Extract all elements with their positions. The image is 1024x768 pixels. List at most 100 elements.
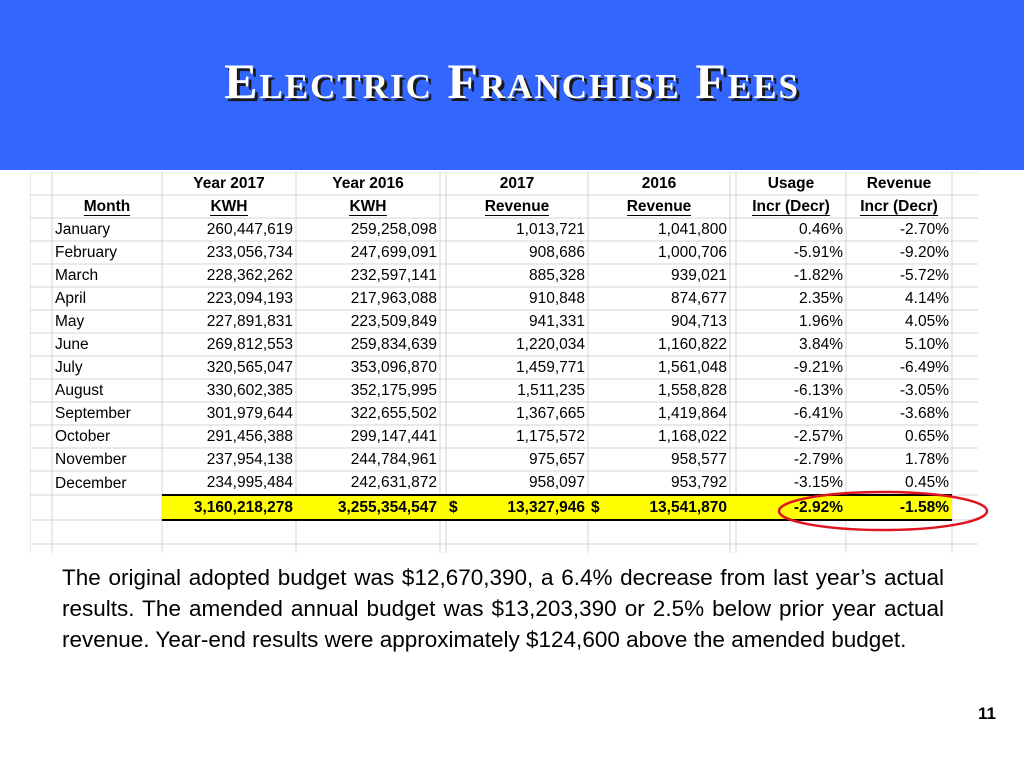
revenue-change-cell: -2.70% (899, 221, 949, 238)
slide-header: Electric Franchise Fees (0, 0, 1024, 170)
revenue-2016-cell: 958,577 (670, 451, 727, 468)
revenue-change-cell: -3.68% (899, 405, 949, 422)
spacer-cell (588, 520, 730, 544)
total-kwh-2016: 3,255,354,547 (296, 494, 440, 521)
spacer-cell (30, 218, 52, 241)
kwh-2016-cell: 299,147,441 (350, 428, 437, 445)
revenue-2017-cell: 1,175,572 (516, 428, 585, 445)
franchise-fees-table: Year 2017 Year 2016 2017 2016 Usage Revenue Mo… (30, 172, 978, 553)
revenue-2017-cell: 975,657 (528, 451, 585, 468)
revenue-2017-cell: 1,013,721 (516, 221, 585, 238)
spacer-cell (30, 425, 52, 448)
revenue-change-cell: 1.78% (905, 451, 949, 468)
usage-change-cell: -1.82% (793, 267, 843, 284)
summary-paragraph: The original adopted budget was $12,670,… (62, 565, 944, 652)
table-row: June 269,812,553 259,834,639 1,220,034 1,160… (30, 333, 952, 356)
revenue-change-cell: 4.05% (905, 313, 949, 330)
table-row: September 301,979,644 322,655,502 1,367,665… (30, 402, 952, 425)
revenue-2017-cell: 1,511,235 (517, 382, 585, 399)
kwh-2016-cell: 352,175,995 (350, 382, 437, 399)
kwh-2016-cell: 242,631,872 (350, 474, 437, 491)
col-header-kwh-2017: Year 2017 (193, 175, 265, 192)
col-header-kwh-2016: KWH (349, 198, 387, 216)
col-header-usage-change: Incr (Decr) (752, 198, 830, 216)
revenue-2016-cell: 874,677 (670, 290, 727, 307)
col-header-revenue-2017: Revenue (484, 198, 550, 216)
revenue-2017-cell: 885,328 (528, 267, 585, 284)
revenue-change-cell: 0.65% (905, 428, 949, 445)
kwh-2016-cell: 232,597,141 (350, 267, 437, 284)
table-gridlines (30, 172, 978, 553)
spacer-cell (30, 333, 52, 356)
usage-change-cell: -2.57% (793, 428, 843, 445)
revenue-2017-cell: 910,848 (528, 290, 585, 307)
spacer-cell (162, 520, 296, 544)
col-header-revenue-change: Incr (Decr) (860, 198, 938, 216)
kwh-2016-cell: 217,963,088 (350, 290, 437, 307)
spacer-cell (446, 520, 588, 544)
usage-change-cell: -6.41% (793, 405, 843, 422)
header-row-bottom: Month KWH KWH Revenue Revenue Incr (Decr) Incr… (30, 195, 952, 218)
kwh-2017-cell: 234,995,484 (206, 474, 293, 491)
month-cell: October (55, 428, 111, 445)
currency-symbol: $ (591, 499, 600, 516)
col-header-revenue-change: Revenue (866, 175, 932, 192)
spacer-cell (30, 520, 52, 544)
revenue-2017-cell: 958,097 (528, 474, 585, 491)
kwh-2017-cell: 233,056,734 (206, 244, 293, 261)
revenue-change-cell: 4.14% (905, 290, 949, 307)
spacer-cell (30, 448, 52, 471)
month-cell: July (55, 359, 83, 376)
kwh-2016-cell: 353,096,870 (350, 359, 437, 376)
spacer-cell (440, 494, 446, 521)
usage-change-cell: -9.21% (793, 359, 843, 376)
kwh-2017-cell: 237,954,138 (206, 451, 293, 468)
usage-change-cell: -2.79% (793, 451, 843, 468)
spacer-cell (30, 264, 52, 287)
table-row: August 330,602,385 352,175,995 1,511,235 1,5… (30, 379, 952, 402)
spacer-cell (730, 494, 736, 521)
col-header-usage-change: Usage (767, 175, 815, 192)
revenue-2017-cell: 908,686 (528, 244, 585, 261)
kwh-2016-cell: 259,834,639 (350, 336, 437, 353)
spacer-cell (30, 356, 52, 379)
kwh-2016-cell: 244,784,961 (350, 451, 437, 468)
col-header-kwh-2016: Year 2016 (332, 175, 404, 192)
slide-title: Electric Franchise Fees (224, 53, 800, 109)
revenue-2016-cell: 939,021 (670, 267, 727, 284)
kwh-2016-cell: 247,699,091 (350, 244, 437, 261)
revenue-2016-cell: 1,168,022 (658, 428, 727, 445)
usage-change-cell: 3.84% (799, 336, 843, 353)
kwh-2017-cell: 330,602,385 (206, 382, 293, 399)
spacer-cell (30, 287, 52, 310)
month-cell: March (55, 267, 99, 284)
page-number: 11 (978, 704, 996, 723)
revenue-2016-cell: 1,041,800 (658, 221, 727, 238)
table-row: January 260,447,619 259,258,098 1,013,721 1,… (30, 218, 952, 241)
kwh-2017-cell: 227,891,831 (206, 313, 293, 330)
total-revenue-change: -1.58% (846, 494, 952, 521)
revenue-change-cell: 5.10% (905, 336, 949, 353)
table-row: October 291,456,388 299,147,441 1,175,572 1,… (30, 425, 952, 448)
spacer-cell (30, 379, 52, 402)
revenue-2016-cell: 904,713 (670, 313, 727, 330)
table-row: February 233,056,734 247,699,091 908,686 1,0… (30, 241, 952, 264)
usage-change-cell: 0.46% (799, 221, 843, 238)
total-revenue-2016: $13,541,870 (588, 494, 730, 521)
revenue-change-cell: -3.05% (899, 382, 949, 399)
month-cell: February (55, 244, 118, 261)
spacer-cell (30, 471, 52, 495)
col-header-month: Month (83, 198, 131, 216)
spacer-cell (52, 495, 162, 520)
kwh-2017-cell: 223,094,193 (206, 290, 293, 307)
revenue-2016-cell: 1,558,828 (658, 382, 727, 399)
kwh-2017-cell: 320,565,047 (206, 359, 293, 376)
data-table: Year 2017 Year 2016 2017 2016 Usage Revenue Mo… (30, 172, 952, 544)
usage-change-cell: -5.91% (793, 244, 843, 261)
col-header-month (52, 172, 162, 195)
spacer-cell (30, 172, 52, 195)
table-row: July 320,565,047 353,096,870 1,459,771 1,561… (30, 356, 952, 379)
revenue-2016-cell: 1,561,048 (658, 359, 727, 376)
total-usage-change: -2.92% (736, 494, 846, 521)
kwh-2016-cell: 259,258,098 (350, 221, 437, 238)
